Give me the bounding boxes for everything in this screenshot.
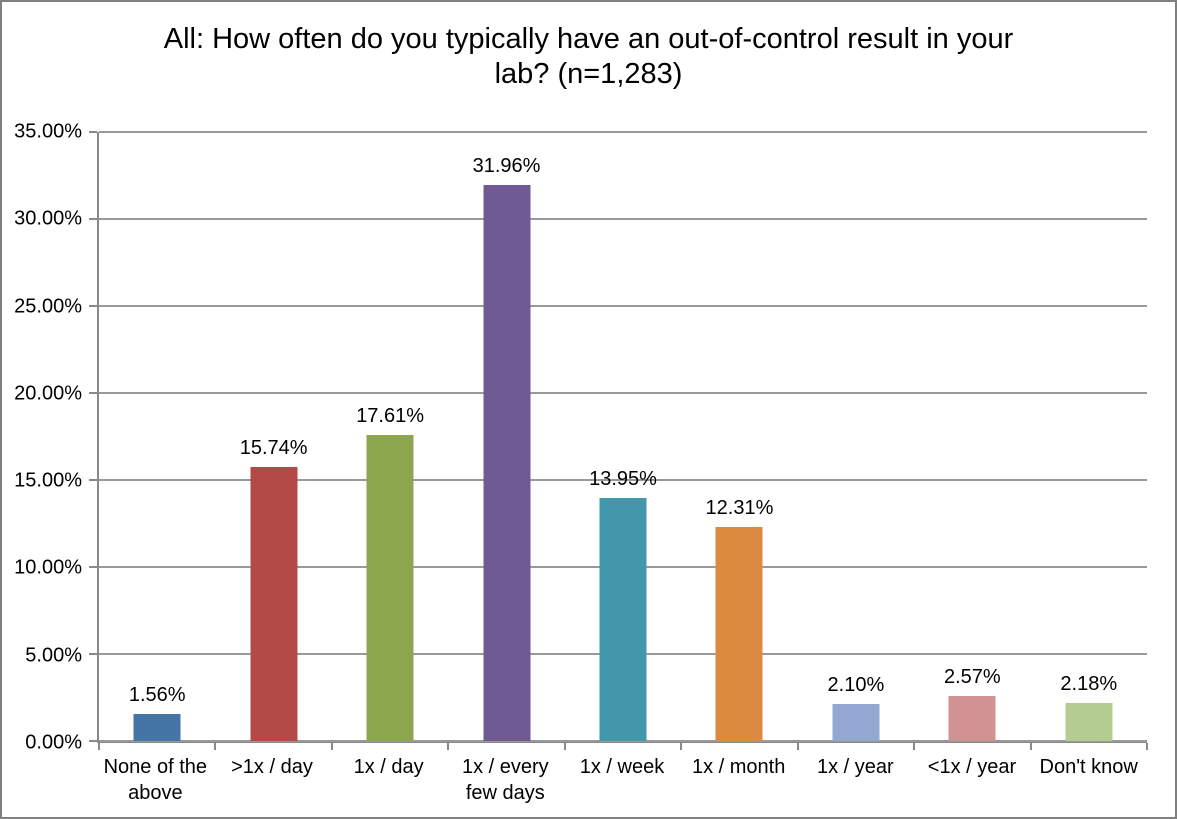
bar [250,467,298,741]
y-axis-labels: 0.00% 5.00% 10.00% 15.00% 20.00% 25.00% 30.00%… [2,121,82,754]
x-category-label: >1x / day [231,756,313,778]
gridline [99,218,1147,220]
gridline [99,131,1147,133]
gridline [99,392,1147,394]
x-category-label: 1x / week [579,756,665,778]
bar-data-label: 12.31% [705,496,774,519]
chart-title: All: How often do you typically have an … [163,23,1014,90]
x-axis-tick [563,743,566,750]
x-axis-tick [330,743,333,750]
bar [1065,703,1113,741]
x-category-label: 1x / day [353,756,424,778]
x-axis-tick [1146,743,1148,750]
y-axis-tick [89,740,97,742]
bar-data-label: 1.56% [128,683,186,706]
x-axis-tick [680,743,683,750]
x-axis-tick [214,743,217,750]
y-tick-label: 30.00% [14,207,82,230]
x-category-label: 1x / month [691,756,786,778]
gridline [99,740,1147,742]
bar [715,526,763,741]
plot-area: 1.56% 15.74% 17.61% 31.96% 13.95% 12.31% 2.10%… [89,131,1148,750]
bar [133,713,181,741]
bar [483,184,531,741]
bar-data-label: 17.61% [356,404,425,427]
y-tick-label: 25.00% [14,295,82,318]
y-tick-label: 5.00% [25,644,82,667]
x-axis-tick [1029,743,1032,750]
bar-data-label: 2.57% [943,666,1001,689]
gridline [99,305,1147,307]
bar [366,434,414,741]
bar-data-label: 2.10% [827,674,885,697]
x-axis-tick [796,743,799,750]
y-tick-label: 35.00% [14,120,82,143]
x-axis-tick [913,743,916,750]
y-axis-tick [89,131,97,133]
x-category-label: 1x / year [816,756,894,778]
gridline [99,479,1147,481]
x-category-label: Don't know [1039,756,1138,778]
bar-data-label: 15.74% [239,437,308,460]
bar-data-label: 13.95% [589,468,657,491]
y-axis-tick [89,392,97,394]
y-axis-tick [89,305,97,307]
y-tick-label: 20.00% [14,382,82,405]
y-tick-label: 10.00% [14,556,82,579]
x-category-label: <1x / year [927,756,1017,778]
x-category-label: 1x / every few days [461,756,549,804]
x-axis-tick [447,743,450,750]
bar-data-label: 2.18% [1060,673,1118,696]
y-tick-label: 0.00% [25,731,82,754]
y-axis-tick [89,653,97,655]
bar [948,696,996,741]
x-category-label: None of the above [103,756,208,804]
bar [599,498,647,741]
y-tick-label: 15.00% [14,469,82,492]
bar [832,704,880,741]
y-axis-tick [89,218,97,220]
x-axis-tick [98,743,100,750]
bar-data-label: 31.96% [472,154,541,177]
y-axis-tick [89,479,97,481]
y-axis-tick [89,566,97,568]
